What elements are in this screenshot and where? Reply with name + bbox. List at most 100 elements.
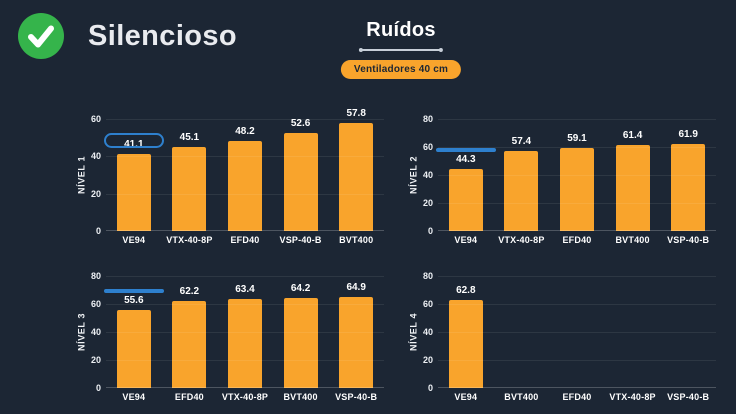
bar-slot: 61.4	[605, 119, 661, 231]
bar-slots: 44.3 57.4 59.1 61.4 61.9	[438, 119, 716, 231]
bar-slot: 64.2	[273, 276, 329, 388]
y-axis-tick-label: 40	[90, 151, 101, 162]
y-axis-tick-label: 40	[422, 170, 433, 180]
bar-slot: 62.8	[438, 276, 494, 388]
bar-slot: 64.9	[328, 276, 384, 388]
chart-title: Ruídos	[366, 19, 436, 41]
y-axis-tick-label: 80	[90, 271, 101, 281]
bar	[559, 148, 594, 231]
bar-slot: 41.1	[106, 119, 162, 231]
bar	[116, 310, 151, 388]
bar-slot: 44.3	[438, 119, 494, 231]
bar-category-label: VE94	[454, 392, 478, 402]
y-axis-tick-label: 80	[422, 271, 433, 281]
category-labels: VE94 VTX-40-8P EFD40 VSP-40-B BVT400	[106, 235, 384, 245]
bar-value-label: 62.8	[456, 285, 476, 297]
y-axis-ticks: 0 20 40 60	[89, 114, 106, 236]
y-axis-tick-label: 0	[427, 383, 433, 393]
bar-category-label: VTX-40-8P	[609, 392, 656, 402]
bar-value-label: 57.8	[346, 108, 366, 120]
bar-slot: 57.4	[494, 119, 550, 231]
bar-category-label: VE94	[122, 235, 146, 245]
bar-value-label: 41.1	[124, 139, 144, 151]
y-axis-tick-label: 20	[422, 355, 433, 365]
gridline	[438, 360, 716, 361]
bar-chart-nivel-2: NÍVEL 2 0 20 40 60 80 44.3 57.4 59.1 61.4 61.9 V…	[406, 102, 736, 259]
chart-title-block: Ruídos Ventiladores 40 cm	[340, 19, 462, 79]
bar	[504, 150, 539, 231]
bar	[227, 141, 262, 231]
bar-slots: 41.1 45.1 48.2 52.6 57.8	[106, 108, 384, 231]
bar-value-label: 64.9	[346, 282, 366, 294]
bar-category-label: VSP-40-B	[335, 392, 378, 402]
plot-area: 55.6 62.2 63.4 64.2 64.9	[106, 276, 384, 388]
bar	[227, 299, 262, 388]
category-labels: VE94 EFD40 VTX-40-8P BVT400 VSP-40-B	[106, 392, 384, 402]
charts-grid: NÍVEL 1 0 20 40 60 41.1 45.1 48.2 52.6 57.8 VE9…	[74, 102, 736, 409]
gridline	[106, 156, 384, 158]
bar-slot: 59.1	[549, 119, 605, 231]
y-axis-tick-label: 0	[427, 226, 433, 236]
checkmark-glyph	[28, 25, 54, 48]
y-axis-tick-label: 60	[422, 142, 433, 152]
y-axis-tick-label: 40	[422, 327, 433, 337]
bar-value-label: 62.2	[179, 285, 200, 297]
plot-area: 44.3 57.4 59.1 61.4 61.9	[438, 119, 716, 231]
bar-slot: 52.6	[273, 117, 329, 231]
y-axis-title: NÍVEL 4	[408, 312, 419, 352]
y-axis-tick-label: 40	[90, 327, 101, 337]
bar-value-label: 52.6	[290, 117, 311, 129]
bar-value-label: 64.2	[290, 283, 311, 295]
bar-slot: 57.8	[328, 108, 384, 231]
bar-slot: 45.1	[162, 119, 218, 231]
plot-column: 62.8 VE94 BVT400 EFD40 VTX-40-8P VSP-40-B	[438, 276, 716, 409]
bar-category-label: VTX-40-8P	[498, 235, 545, 245]
y-axis-tick-label: 0	[95, 383, 101, 393]
gridline	[106, 332, 384, 333]
y-axis-tick-label: 20	[90, 188, 101, 199]
bar	[448, 168, 483, 231]
bar-slots: 55.6 62.2 63.4 64.2 64.9	[106, 276, 384, 388]
gridline	[106, 304, 384, 305]
plot-column: 44.3 57.4 59.1 61.4 61.9 VE94 VTX-40-8P EFD40 B…	[438, 119, 716, 259]
bar-value-label: 63.4	[235, 284, 255, 296]
bar-category-label: EFD40	[230, 235, 260, 245]
bar-slot: 62.2	[162, 276, 218, 388]
category-labels: VE94 BVT400 EFD40 VTX-40-8P VSP-40-B	[438, 392, 716, 402]
bar-category-label: VSP-40-B	[667, 235, 710, 245]
y-axis-ticks: 0 20 40 60 80	[89, 271, 106, 393]
plot-column: 55.6 62.2 63.4 64.2 64.9 VE94 EFD40 VTX-40-8P B…	[106, 276, 384, 409]
bar-category-label: VSP-40-B	[667, 392, 710, 402]
y-axis-ticks: 0 20 40 60 80	[421, 114, 438, 236]
bar-slot: 61.9	[660, 119, 716, 231]
bar	[283, 298, 318, 388]
bar-category-label: VE94	[122, 392, 146, 402]
y-axis-title: NÍVEL 1	[76, 155, 87, 195]
bar-value-label: 55.6	[124, 295, 144, 307]
gridline	[106, 360, 384, 361]
bar-value-label: 61.9	[678, 129, 698, 141]
gridline	[106, 193, 384, 195]
gridline	[438, 276, 716, 277]
gridline	[106, 119, 384, 120]
bar	[448, 300, 483, 388]
bar-slots: 62.8	[438, 276, 716, 388]
bar-category-label: EFD40	[562, 235, 592, 245]
y-axis-tick-label: 60	[90, 299, 101, 309]
bar-category-label: VTX-40-8P	[221, 392, 269, 402]
bar-value-label: 48.2	[235, 126, 255, 138]
page-title: Silencioso	[88, 19, 238, 52]
bar-category-label: VTX-40-8P	[166, 235, 213, 245]
gridline	[438, 119, 716, 120]
y-axis-title: NÍVEL 3	[76, 312, 87, 352]
y-axis-ticks: 0 20 40 60 80	[421, 271, 438, 393]
plot-column: 41.1 45.1 48.2 52.6 57.8 VE94 VTX-40-8P EFD40 V…	[106, 108, 384, 259]
y-axis-tick-label: 60	[90, 114, 101, 124]
y-axis-tick-label: 20	[422, 198, 433, 208]
bar-value-label: 57.4	[511, 135, 532, 147]
bar-category-label: BVT400	[504, 392, 539, 402]
bar	[172, 300, 207, 388]
bar	[339, 123, 374, 231]
check-icon	[18, 13, 64, 59]
